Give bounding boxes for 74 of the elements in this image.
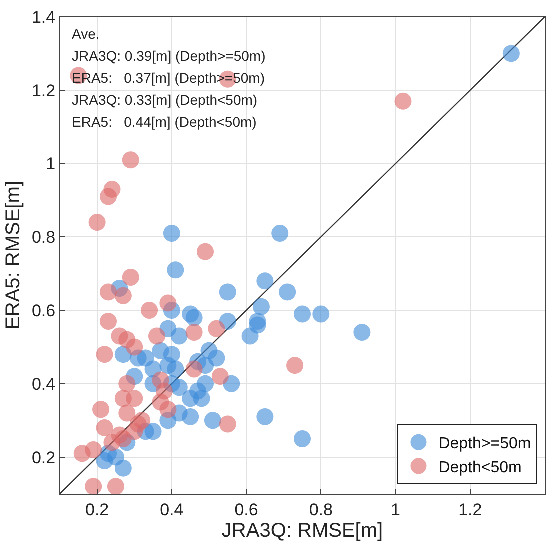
annotation: JRA3Q: 0.33[m] (Depth<50m)	[72, 92, 258, 108]
point	[272, 224, 289, 242]
point	[186, 309, 203, 326]
y-tick-label: 0.8	[32, 228, 56, 248]
y-tick-label: 1	[46, 154, 56, 174]
point	[186, 324, 203, 342]
point	[85, 478, 102, 494]
point	[294, 430, 311, 448]
point	[92, 401, 110, 418]
point	[219, 284, 236, 301]
point	[167, 360, 184, 378]
point	[160, 294, 177, 312]
point	[122, 152, 140, 169]
legend-label: Depth<50m	[438, 459, 522, 476]
point	[96, 419, 114, 436]
y-tick-label: 0.6	[32, 301, 56, 320]
point	[182, 390, 200, 408]
point	[204, 412, 222, 430]
point	[219, 416, 236, 433]
x-tick-label: 1	[391, 500, 401, 520]
point	[256, 408, 274, 426]
point	[88, 214, 106, 231]
point	[252, 298, 270, 316]
point	[354, 324, 371, 342]
point	[126, 390, 144, 408]
point	[126, 338, 144, 356]
x-axis-title: JRA3Q: RMSE[m]	[222, 520, 384, 542]
point	[182, 408, 200, 426]
point	[249, 316, 266, 334]
point	[212, 368, 229, 386]
point	[100, 313, 117, 330]
y-tick-label: 0.4	[32, 374, 56, 394]
y-axis-title: ERA5: RMSE[m]	[2, 181, 24, 330]
point	[170, 328, 188, 345]
point	[286, 357, 304, 374]
point	[148, 328, 166, 345]
point	[85, 441, 102, 458]
point	[107, 448, 124, 466]
point	[96, 346, 114, 364]
point	[100, 188, 117, 206]
point	[130, 416, 147, 433]
point	[312, 306, 330, 323]
point	[160, 401, 177, 418]
point	[107, 478, 124, 494]
legend-label: Depth>=50m	[438, 436, 532, 453]
point	[186, 360, 203, 378]
point	[256, 272, 274, 290]
point	[502, 45, 520, 62]
point	[208, 320, 226, 338]
y-tick-label: 0.2	[32, 448, 56, 468]
point	[167, 262, 184, 279]
point	[122, 269, 140, 286]
annotation: ERA5: 0.37[m] (Depth>=50m)	[72, 70, 265, 86]
point	[100, 284, 117, 301]
x-tick-label: 1.2	[458, 500, 482, 520]
point	[114, 430, 132, 448]
point	[197, 243, 214, 260]
annotation: JRA3Q: 0.39[m] (Depth>=50m)	[72, 48, 266, 64]
point	[163, 224, 180, 242]
x-tick-label: 0.8	[309, 500, 333, 520]
point	[294, 306, 311, 323]
annotation: Ave.	[72, 26, 100, 42]
y-tick-label: 1.4	[32, 8, 56, 27]
x-tick-label: 0.6	[234, 500, 258, 520]
point	[114, 287, 132, 304]
y-tick-label: 1.2	[32, 81, 56, 100]
x-tick-label: 0.4	[160, 500, 184, 520]
point	[118, 404, 136, 422]
x-tick-label: 0.2	[85, 500, 110, 520]
point	[279, 284, 296, 301]
point	[118, 375, 136, 392]
point	[141, 302, 158, 320]
annotation: ERA5: 0.44[m] (Depth<50m)	[72, 114, 257, 130]
point	[394, 92, 412, 110]
